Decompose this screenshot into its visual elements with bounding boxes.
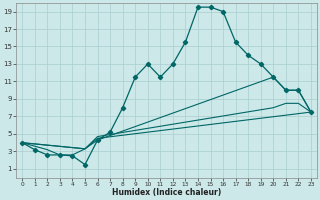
X-axis label: Humidex (Indice chaleur): Humidex (Indice chaleur) <box>112 188 221 197</box>
